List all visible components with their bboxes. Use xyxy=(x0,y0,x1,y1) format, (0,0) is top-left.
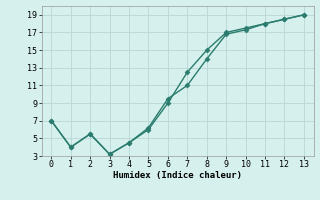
X-axis label: Humidex (Indice chaleur): Humidex (Indice chaleur) xyxy=(113,171,242,180)
